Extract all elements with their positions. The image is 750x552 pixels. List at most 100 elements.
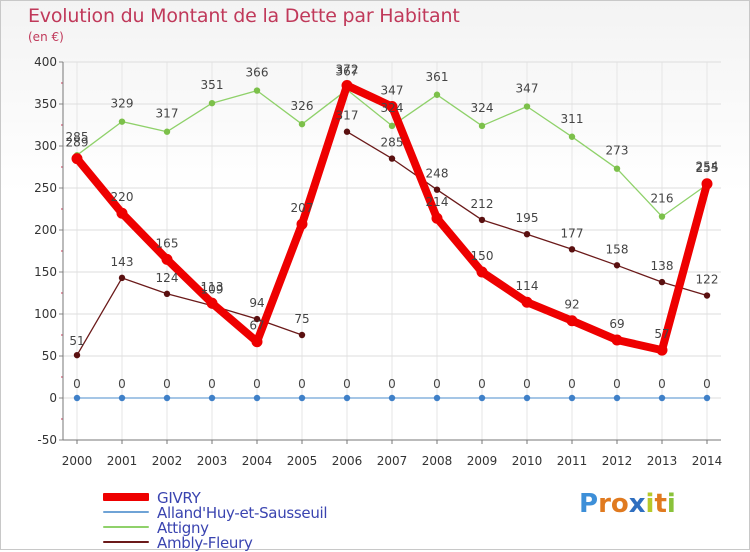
data-point bbox=[253, 315, 261, 323]
data-label: 289 bbox=[66, 136, 89, 150]
data-point bbox=[568, 133, 576, 140]
legend-swatch-givry bbox=[103, 493, 149, 501]
data-label: 109 bbox=[201, 283, 224, 297]
data-label: 317 bbox=[336, 109, 359, 123]
data-label: 273 bbox=[606, 144, 629, 158]
data-point bbox=[296, 218, 308, 230]
data-point bbox=[343, 394, 351, 402]
y-tick-label: 400 bbox=[34, 55, 57, 69]
data-point bbox=[206, 297, 218, 309]
data-point bbox=[73, 394, 81, 402]
legend-swatch-alland-huy bbox=[103, 511, 149, 513]
x-tick-label: 2001 bbox=[107, 454, 138, 468]
data-label: 0 bbox=[478, 377, 486, 391]
data-point bbox=[343, 128, 351, 135]
data-point bbox=[658, 213, 666, 220]
x-tick-label: 2010 bbox=[512, 454, 543, 468]
data-label: 372 bbox=[336, 63, 359, 77]
data-label: 0 bbox=[658, 377, 666, 391]
data-label: 255 bbox=[696, 161, 719, 175]
data-label: 57 bbox=[654, 327, 669, 341]
data-label: 94 bbox=[249, 296, 264, 310]
y-tick-label: 350 bbox=[34, 97, 57, 111]
logo-letter: P bbox=[579, 489, 599, 519]
data-point bbox=[613, 394, 621, 402]
data-point bbox=[478, 394, 486, 402]
data-point bbox=[613, 262, 621, 269]
y-tick-label: 100 bbox=[34, 307, 57, 321]
data-label: 150 bbox=[471, 249, 494, 263]
data-point bbox=[523, 394, 531, 402]
data-label: 254 bbox=[696, 160, 719, 174]
series-layer bbox=[71, 80, 713, 402]
data-label: 366 bbox=[246, 66, 269, 80]
data-point bbox=[208, 394, 216, 402]
data-label: 347 bbox=[381, 84, 404, 98]
data-label: 216 bbox=[651, 192, 674, 206]
data-point bbox=[658, 394, 666, 402]
y-tick-label: 0 bbox=[49, 391, 57, 405]
data-point bbox=[73, 351, 81, 359]
data-point bbox=[116, 207, 128, 219]
data-label: 317 bbox=[156, 107, 179, 121]
legend-label-attigny: Attigny bbox=[157, 519, 209, 537]
data-label: 0 bbox=[703, 377, 711, 391]
data-label: 69 bbox=[609, 317, 624, 331]
data-point bbox=[208, 99, 216, 107]
y-tick-label: -50 bbox=[37, 433, 57, 447]
data-label: 324 bbox=[471, 101, 494, 115]
data-point bbox=[388, 122, 396, 130]
data-label: 165 bbox=[156, 236, 179, 250]
legend-label-alland-huy: Alland'Huy-et-Sausseuil bbox=[157, 504, 328, 522]
data-label: 75 bbox=[294, 312, 309, 326]
legend-label-givry: GIVRY bbox=[157, 489, 201, 507]
x-tick-label: 2000 bbox=[62, 454, 93, 468]
data-point bbox=[433, 186, 441, 193]
data-point bbox=[163, 290, 171, 298]
chart-unit-label: (en €) bbox=[28, 30, 64, 44]
x-tick-label: 2011 bbox=[557, 454, 588, 468]
y-tick-label: 250 bbox=[34, 181, 57, 195]
data-label: 0 bbox=[208, 377, 216, 391]
data-point bbox=[118, 118, 126, 125]
data-label: 324 bbox=[381, 101, 404, 115]
data-label: 248 bbox=[426, 167, 449, 181]
data-point bbox=[656, 344, 668, 356]
data-point bbox=[658, 278, 666, 286]
data-labels-layer: 51 143 124 109 94 75 317 285 248 212 195 177 158 138 1… bbox=[66, 63, 719, 391]
data-point bbox=[251, 336, 263, 348]
data-label: 51 bbox=[69, 334, 84, 348]
data-point bbox=[341, 80, 353, 92]
data-label: 212 bbox=[471, 197, 494, 211]
data-label: 329 bbox=[111, 97, 134, 111]
data-point bbox=[161, 253, 173, 265]
series-givry bbox=[71, 80, 713, 356]
x-tick-label: 2002 bbox=[152, 454, 183, 468]
data-label: 0 bbox=[253, 377, 261, 391]
data-point bbox=[163, 128, 171, 135]
legend-swatch-attigny bbox=[103, 526, 149, 528]
x-tick-label: 2009 bbox=[467, 454, 498, 468]
data-label: 114 bbox=[516, 279, 539, 293]
data-label: 124 bbox=[156, 271, 179, 285]
data-point bbox=[298, 394, 306, 402]
logo-letter: x bbox=[628, 489, 646, 519]
data-label: 311 bbox=[561, 112, 584, 126]
data-point bbox=[703, 292, 711, 299]
data-point bbox=[431, 212, 443, 224]
data-point bbox=[566, 315, 578, 327]
logo-letter: i bbox=[645, 489, 655, 519]
data-point bbox=[388, 394, 396, 402]
x-tick-label: 2003 bbox=[197, 454, 228, 468]
y-tick-label: 300 bbox=[34, 139, 57, 153]
data-label: 0 bbox=[73, 377, 81, 391]
data-point bbox=[568, 394, 576, 402]
x-tick-label: 2006 bbox=[332, 454, 363, 468]
x-tick-label: 2008 bbox=[422, 454, 453, 468]
data-point bbox=[386, 101, 398, 113]
data-point bbox=[611, 334, 623, 346]
data-label: 351 bbox=[201, 78, 224, 92]
chart-axes: -50 0 50 100 150 200 250 300 350 400 2000 2001 2002 2… bbox=[34, 55, 722, 468]
